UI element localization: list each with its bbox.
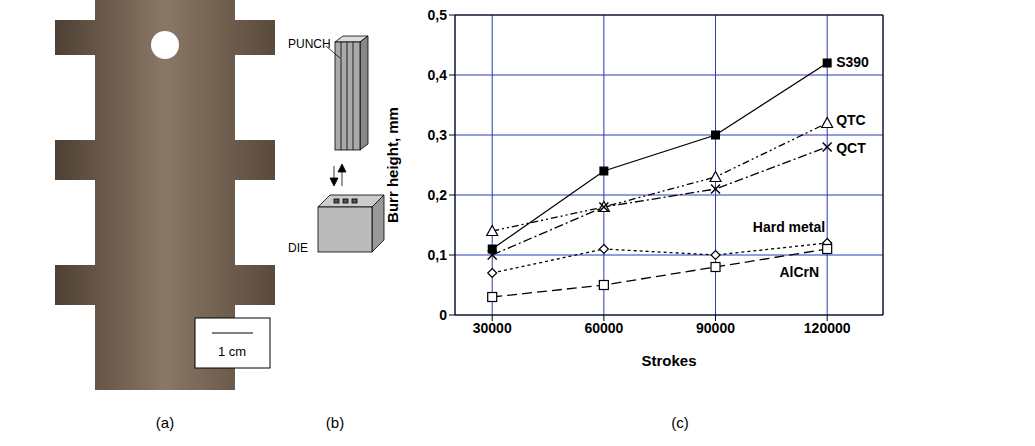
svg-text:0,2: 0,2 bbox=[428, 187, 448, 203]
svg-text:(c): (c) bbox=[671, 414, 689, 431]
svg-text:Hard metal: Hard metal bbox=[753, 219, 825, 235]
svg-text:(a): (a) bbox=[156, 414, 174, 431]
svg-text:0,4: 0,4 bbox=[428, 67, 448, 83]
svg-text:DIE: DIE bbox=[288, 241, 308, 255]
svg-text:120000: 120000 bbox=[804, 320, 851, 336]
svg-text:0: 0 bbox=[439, 307, 447, 323]
svg-text:Strokes: Strokes bbox=[641, 352, 696, 369]
svg-text:S390: S390 bbox=[836, 54, 869, 70]
svg-text:0,5: 0,5 bbox=[428, 7, 448, 23]
svg-text:30000: 30000 bbox=[473, 320, 512, 336]
svg-text:(b): (b) bbox=[326, 414, 344, 431]
svg-text:90000: 90000 bbox=[696, 320, 735, 336]
svg-text:1 cm: 1 cm bbox=[218, 344, 246, 359]
svg-text:PUNCH: PUNCH bbox=[288, 37, 331, 51]
svg-text:AlCrN: AlCrN bbox=[780, 264, 820, 280]
svg-text:QCT: QCT bbox=[836, 140, 866, 156]
svg-text:0,3: 0,3 bbox=[428, 127, 448, 143]
svg-text:Burr height, mm: Burr height, mm bbox=[385, 107, 401, 223]
svg-text:0,1: 0,1 bbox=[428, 247, 448, 263]
svg-text:60000: 60000 bbox=[584, 320, 623, 336]
svg-text:QTC: QTC bbox=[836, 112, 866, 128]
